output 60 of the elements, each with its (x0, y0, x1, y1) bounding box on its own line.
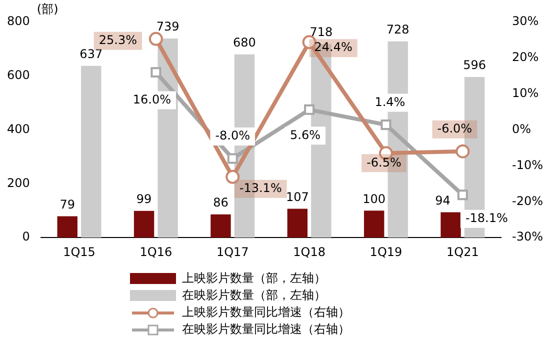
y-tick-label: 400 (7, 122, 30, 136)
legend-label: 在映影片数量（部，左轴） (182, 287, 326, 304)
y-tick-label: 800 (7, 14, 30, 28)
point (150, 67, 162, 78)
data-label: -6.0% (437, 121, 472, 136)
bar (364, 210, 384, 238)
data-label: 94 (435, 193, 450, 208)
data-label: 86 (213, 196, 228, 210)
point (457, 190, 468, 200)
y2-tick-label: -30% (512, 230, 544, 244)
bar (134, 210, 154, 238)
y-tick-label: 0 (22, 230, 30, 244)
data-label: 739 (156, 20, 180, 34)
bar (287, 208, 308, 238)
legend-label: 上映影片数量（部，左轴） (182, 270, 326, 287)
legend-label: 上映影片数量同比增速（右轴） (182, 304, 350, 321)
y2-tick-label: -20% (512, 194, 544, 208)
x-tick-label: 1Q16 (140, 244, 172, 259)
data-label: 718 (310, 25, 333, 40)
bar (57, 216, 78, 238)
data-label: 99 (136, 192, 152, 206)
y2-tick-label: 10% (512, 86, 539, 100)
data-label: 637 (80, 47, 103, 62)
data-label: 25.3% (98, 33, 137, 48)
data-label: 5.6% (290, 128, 321, 142)
data-label: 680 (233, 35, 256, 50)
point (226, 170, 240, 184)
point (148, 32, 163, 46)
x-tick-label: 1Q17 (216, 244, 249, 259)
data-label: 24.4% (314, 40, 352, 54)
y2-tick-label: -10% (512, 158, 544, 172)
y-tick-label: 200 (7, 176, 30, 190)
data-label: -6.5% (366, 155, 402, 170)
data-label: 107 (286, 190, 309, 204)
data-label: 79 (60, 197, 75, 212)
data-label: 16.0% (132, 92, 171, 106)
point (380, 120, 392, 130)
x-tick-label: 1Q18 (293, 244, 326, 259)
data-label: -8.0% (215, 128, 250, 143)
y2-tick-label: 0% (512, 122, 532, 136)
bar (81, 66, 102, 238)
x-tick-label: 1Q15 (63, 244, 96, 259)
x-tick-label: 1Q19 (370, 244, 402, 259)
legend-label: 在映影片数量同比增速（右轴） (182, 321, 350, 338)
y2-tick-label: 20% (512, 50, 539, 64)
y-tick-label: 600 (7, 68, 30, 82)
point (456, 144, 470, 158)
x-tick-label: 1Q21 (446, 244, 479, 259)
data-label: -18.1% (465, 210, 508, 225)
y2-tick-label: 30% (512, 14, 539, 28)
data-label: 596 (463, 58, 486, 72)
data-label: 1.4% (374, 94, 406, 109)
point (304, 104, 315, 115)
y-axis-title: (部) (36, 2, 58, 16)
data-label: 728 (386, 22, 410, 37)
data-label: -13.1% (239, 181, 282, 195)
bar (210, 214, 231, 238)
data-label: 100 (362, 192, 386, 206)
point (227, 153, 238, 164)
point (302, 35, 316, 50)
